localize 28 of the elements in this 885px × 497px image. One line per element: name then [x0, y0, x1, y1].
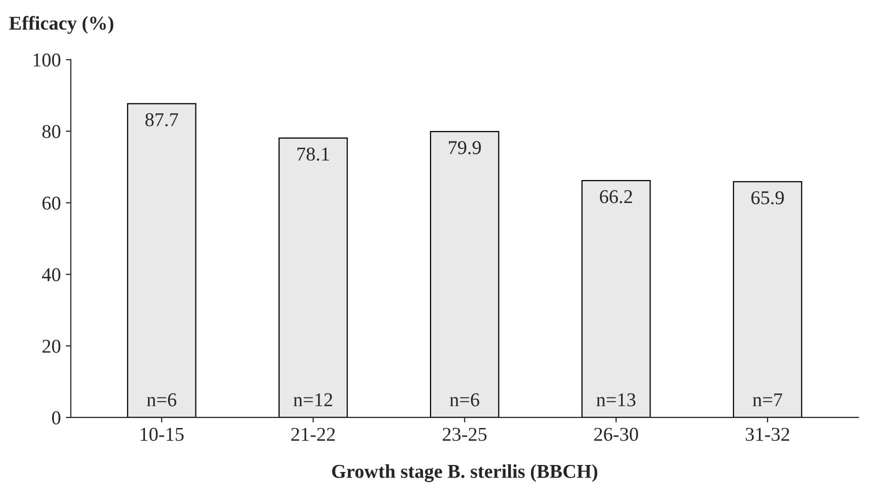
x-axis-title: Growth stage B. sterilis (BBCH) [332, 464, 598, 482]
y-tick-label: 0 [52, 411, 60, 424]
data-label: 65.9 [751, 191, 784, 204]
x-tick-label: 21-22 [291, 428, 335, 441]
y-axis-title: Efficacy (%) [9, 16, 114, 34]
data-label: 78.1 [297, 148, 329, 161]
annotation: n=7 [752, 393, 782, 406]
bar [430, 131, 500, 418]
bar [581, 180, 651, 418]
annotation: n=13 [596, 393, 636, 406]
x-tick-label: 10-15 [140, 428, 184, 441]
annotation: n=6 [146, 393, 176, 406]
y-tick-label: 80 [42, 125, 60, 138]
data-label: 87.7 [145, 113, 178, 126]
x-tick-label: 31-32 [746, 428, 790, 441]
y-tick-label: 40 [42, 268, 60, 282]
annotation: n=12 [294, 393, 332, 406]
bar [732, 181, 802, 418]
y-tick-label: 60 [42, 196, 60, 210]
bar [127, 103, 196, 418]
bar [278, 137, 348, 418]
y-tick-label: 100 [34, 53, 60, 67]
y-tick-label: 20 [42, 340, 60, 353]
data-label: 66.2 [600, 190, 632, 204]
x-tick-label: 23-25 [442, 428, 487, 441]
annotation: n=6 [450, 393, 480, 406]
x-tick-label: 26-30 [594, 428, 638, 441]
data-label: 79.9 [448, 141, 481, 154]
